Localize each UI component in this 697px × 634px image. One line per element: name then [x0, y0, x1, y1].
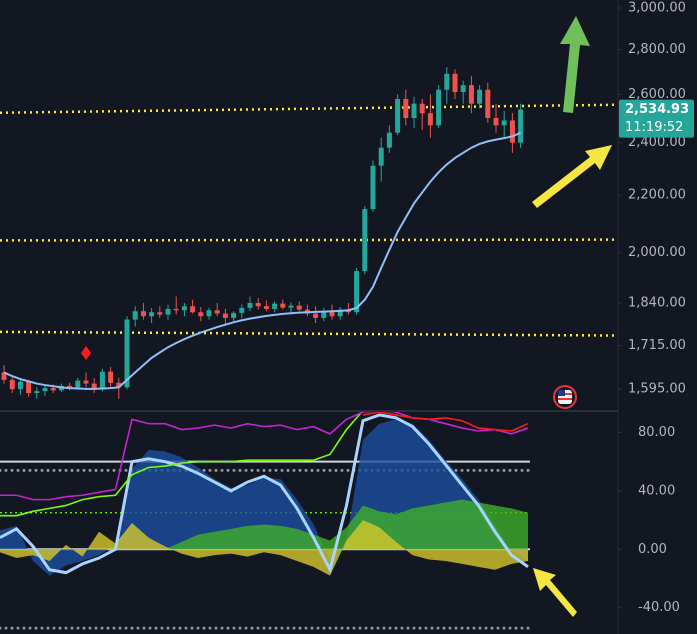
candle-body: [395, 99, 401, 133]
pointer-arrow: [532, 145, 612, 208]
pointer-arrow: [533, 568, 577, 617]
candle-body: [198, 312, 204, 317]
y-tick-label: 2,000.00: [628, 245, 686, 260]
candle-body: [321, 311, 327, 318]
candle-body: [165, 308, 171, 315]
y-tick-label: 1,715.00: [628, 338, 686, 353]
candle-body: [214, 310, 220, 314]
candle-body: [460, 85, 466, 93]
candle-body: [108, 371, 114, 383]
candle-body: [17, 381, 23, 390]
oscillator-line: [0, 412, 529, 501]
candle-body: [255, 302, 261, 307]
candle-body: [386, 132, 392, 148]
candle-body: [477, 89, 483, 104]
y-tick-label: 2,800.00: [628, 42, 686, 57]
candle-body: [419, 103, 425, 114]
y-tick-label: -40.00: [638, 600, 680, 615]
oscillator-area: [0, 520, 528, 576]
y-tick-label: 0.00: [638, 542, 667, 557]
y-tick-label: 3,000.00: [628, 0, 686, 15]
y-tick-label: 80.00: [638, 425, 675, 440]
oscillator-line: [362, 412, 529, 432]
price-pane: [0, 67, 618, 399]
oscillator-line: [0, 412, 363, 517]
candle-body: [403, 99, 409, 119]
y-tick-label: 1,595.00: [628, 382, 686, 397]
candle-body: [149, 312, 155, 317]
candle-body: [427, 113, 433, 126]
candle-body: [288, 305, 294, 308]
candle-body: [239, 307, 245, 313]
candle-body: [354, 271, 360, 313]
moving-average: [3, 131, 522, 390]
candle-body: [362, 209, 368, 272]
candle-body: [222, 313, 228, 318]
candle-body: [75, 380, 81, 388]
candle-body: [91, 383, 97, 389]
oscillator-pane: [0, 412, 532, 630]
candle-body: [157, 312, 163, 315]
candle-body: [83, 380, 89, 384]
candle-body: [116, 382, 122, 388]
candle-body: [140, 311, 146, 317]
last-price-box: [619, 99, 694, 138]
trend-line: [0, 103, 618, 114]
candle-body: [485, 89, 491, 119]
signal-diamond: [81, 346, 91, 360]
candle-body: [411, 103, 417, 119]
candle-body: [263, 306, 269, 309]
flag-icon: [553, 385, 577, 409]
candle-body: [493, 118, 499, 126]
candle-body: [50, 388, 56, 391]
candle-body: [231, 312, 237, 318]
y-tick-label: 2,400.00: [628, 135, 686, 150]
trend-line: [0, 330, 618, 337]
candle-body: [26, 381, 32, 394]
candle-body: [378, 147, 384, 166]
candle-body: [124, 319, 130, 388]
y-tick-label: 2,600.00: [628, 87, 686, 102]
y-tick-label: 40.00: [638, 483, 675, 498]
candle-body: [518, 109, 524, 143]
countdown: 11:19:52: [625, 120, 683, 135]
oscillator-line: [0, 413, 529, 575]
candle-body: [452, 73, 458, 93]
candle-body: [181, 306, 187, 311]
candle-body: [280, 303, 286, 308]
candle-body: [34, 391, 40, 394]
y-tick-label: 1,840.00: [628, 295, 686, 310]
candle-body: [329, 311, 335, 317]
candle-body: [296, 305, 302, 310]
oscillator-area: [0, 499, 528, 550]
candle-body: [42, 388, 48, 392]
candle-body: [370, 165, 376, 210]
price-axis: 3,000.00 2,800.00 2,600.00 2,400.00 2,200.00…: [618, 0, 694, 615]
candle-body: [436, 89, 442, 126]
up-arrow: [560, 16, 590, 113]
candle-body: [272, 303, 278, 309]
candle-body: [247, 302, 253, 308]
candle-body: [1, 372, 7, 380]
candle-body: [206, 310, 212, 317]
last-price-label: 2,534.93: [625, 102, 689, 117]
candle-body: [468, 85, 474, 104]
candle-body: [501, 120, 507, 126]
candle-body: [313, 313, 319, 318]
candle-body: [509, 120, 515, 143]
candle-body: [99, 371, 105, 389]
candle-body: [444, 73, 450, 90]
y-tick-label: 2,200.00: [628, 188, 686, 203]
candle-body: [190, 306, 196, 313]
candle-body: [9, 379, 15, 390]
trend-line: [0, 238, 618, 242]
candle-body: [337, 309, 343, 317]
candle-body: [132, 311, 138, 320]
candle-body: [173, 308, 179, 311]
candle-body: [67, 385, 73, 388]
